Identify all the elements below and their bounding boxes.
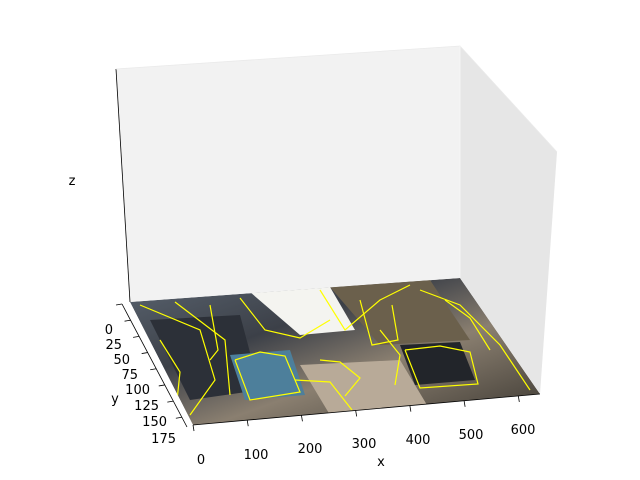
x-axis-label: x: [377, 455, 385, 470]
y-axis-label: y: [111, 392, 119, 407]
x-tick-mark: [463, 400, 466, 407]
y-tick-marks: [115, 303, 182, 419]
x-tick-labels: 0 100 200 300 400 500 600: [197, 423, 536, 468]
y-tick-label: 50: [113, 353, 130, 368]
y-tick-label: 150: [142, 415, 167, 430]
x-tick-label: 400: [406, 433, 431, 448]
y-tick-label: 175: [151, 432, 176, 447]
y-axis-line: [121, 303, 188, 428]
x-tick-mark: [355, 410, 358, 417]
x-axis-line: [192, 393, 541, 426]
y-tick-mark: [133, 335, 140, 338]
z-axis-label: z: [69, 174, 76, 189]
x-tick-label: 300: [352, 437, 377, 452]
x-tick-label: 200: [298, 442, 323, 457]
y-tick-label: 25: [105, 338, 122, 353]
right-pane: [460, 46, 557, 394]
y-tick-mark: [124, 319, 131, 322]
x-tick-mark: [409, 405, 412, 412]
x-tick-mark: [517, 395, 520, 403]
y-tick-mark: [115, 303, 123, 306]
y-tick-mark: [141, 352, 148, 354]
y-tick-label: 100: [125, 383, 150, 398]
y-tick-label: 125: [134, 399, 159, 414]
x-tick-mark: [301, 415, 303, 422]
surface-image: [130, 278, 540, 425]
y-tick-label: 0: [105, 323, 113, 338]
back-pane: [116, 46, 460, 302]
x-tick-label: 600: [511, 423, 536, 438]
x-tick-mark: [192, 424, 195, 432]
x-tick-marks: [192, 395, 520, 432]
z-axis-line: [115, 68, 131, 303]
y-tick-mark: [158, 384, 165, 387]
y-tick-label: 75: [121, 368, 138, 383]
y-tick-mark: [150, 368, 157, 371]
y-tick-mark: [175, 416, 182, 419]
y-tick-labels: 0 25 50 75 100 125 150 175: [105, 323, 176, 447]
x-tick-label: 100: [244, 448, 269, 463]
y-tick-mark: [167, 400, 174, 403]
x-tick-label: 0: [197, 453, 205, 468]
x-tick-mark: [246, 420, 249, 427]
x-tick-label: 500: [459, 428, 484, 443]
